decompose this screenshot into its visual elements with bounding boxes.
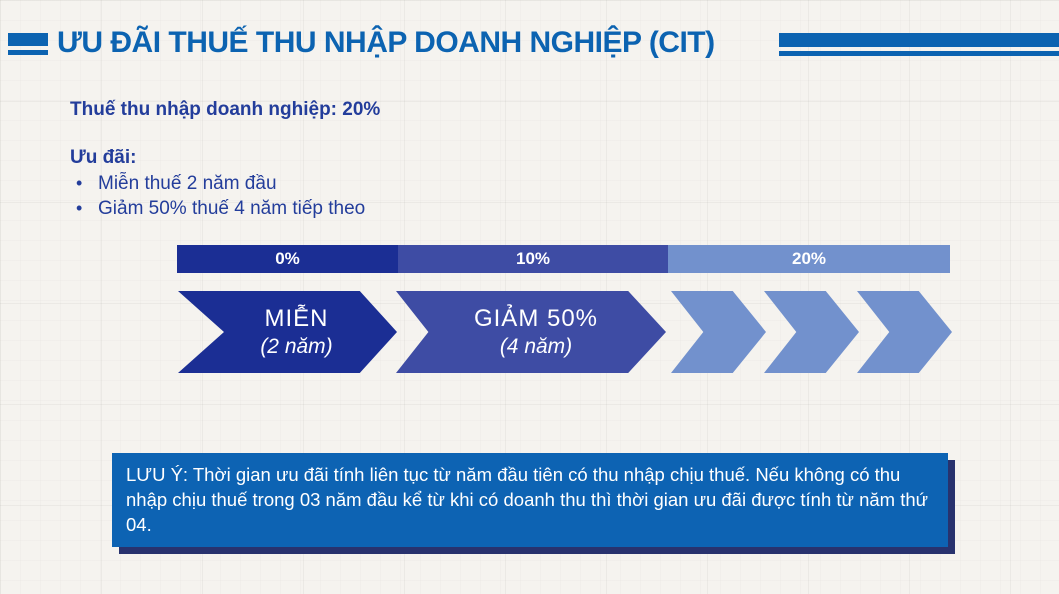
note-text: LƯU Ý: Thời gian ưu đãi tính liên tục từ… — [126, 464, 929, 535]
rate-segment-20-percent: 20% — [668, 245, 950, 273]
left-thin-bar — [8, 50, 48, 55]
chevron-right-icon — [671, 291, 766, 373]
title-left-decoration-bars — [8, 33, 48, 55]
list-item-exemption: Miễn thuế 2 năm đầu — [74, 171, 365, 196]
incentives-heading: Ưu đãi: — [70, 147, 137, 168]
chevron-right-icon — [857, 291, 952, 373]
rate-segment-10-percent: 10% — [398, 245, 668, 273]
list-item-reduction: Giảm 50% thuế 4 năm tiếp theo — [74, 196, 365, 221]
left-thick-bar — [8, 33, 48, 46]
phase-arrow-exemption: MIỄN (2 năm) — [178, 291, 397, 373]
tax-rate-line: Thuế thu nhập doanh nghiệp: 20% — [70, 99, 381, 120]
page-title: ƯU ĐÃI THUẾ THU NHẬP DOANH NGHIỆP (CIT) — [57, 26, 715, 59]
right-thin-bar — [779, 51, 1059, 56]
tax-rate-bar: 0% 10% 20% — [177, 245, 950, 273]
incentives-list: Miễn thuế 2 năm đầu Giảm 50% thuế 4 năm … — [74, 171, 365, 221]
title-right-decoration-bars — [779, 33, 1059, 56]
phase-subtitle: (4 năm) — [499, 334, 573, 358]
right-thick-bar — [779, 33, 1059, 47]
chevron-right-icon — [764, 291, 859, 373]
phase-title: GIẢM 50% — [473, 304, 599, 332]
rate-segment-0-percent: 0% — [177, 245, 398, 273]
phase-subtitle: (2 năm) — [260, 334, 333, 358]
phase-arrow-reduction: GIẢM 50% (4 năm) — [396, 291, 666, 373]
phase-title: MIỄN — [264, 304, 329, 332]
note-box: LƯU Ý: Thời gian ưu đãi tính liên tục từ… — [112, 453, 948, 547]
